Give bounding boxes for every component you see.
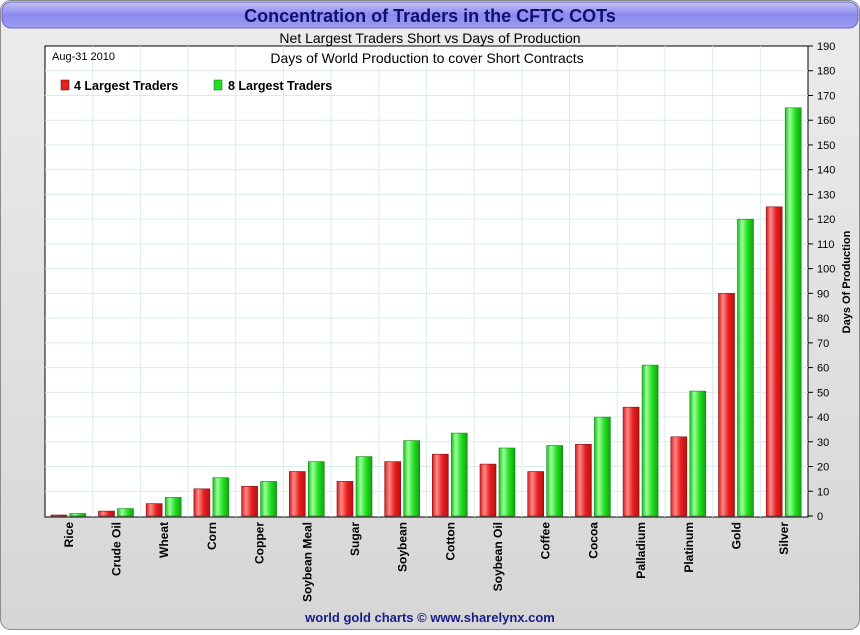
y-tick-label: 100 xyxy=(817,264,835,276)
legend-swatch-8-largest xyxy=(213,79,223,91)
x-tick-label: Gold xyxy=(729,522,743,549)
x-tick-label: Coffee xyxy=(539,522,553,560)
x-tick-label: Soybean Oil xyxy=(491,522,505,591)
bar-8-largest-cotton xyxy=(450,432,468,517)
y-axis-label: Days Of Production xyxy=(841,230,853,333)
bar-8-largest-silver xyxy=(784,107,802,517)
y-tick-label: 110 xyxy=(817,239,835,251)
y-tick-label: 120 xyxy=(817,214,835,226)
bar-8-largest-soybean-meal xyxy=(307,461,325,517)
bar-4-largest-sugar xyxy=(336,481,354,517)
bar-4-largest-rice xyxy=(50,514,68,517)
y-tick-label: 30 xyxy=(817,437,829,449)
footer-credit: world gold charts © www.sharelynx.com xyxy=(304,610,555,625)
bar-4-largest-crude-oil xyxy=(98,510,115,517)
bar-4-largest-silver xyxy=(765,206,783,517)
x-tick-label: Soybean xyxy=(396,522,410,572)
y-tick-label: 0 xyxy=(817,511,823,523)
x-tick-label: Cotton xyxy=(443,522,457,561)
bar-8-largest-soybean xyxy=(403,440,421,517)
bar-8-largest-copper xyxy=(260,481,277,517)
bar-4-largest-corn xyxy=(193,488,211,517)
y-tick-label: 50 xyxy=(817,387,829,399)
x-tick-label: Rice xyxy=(62,522,76,548)
y-tick-label: 140 xyxy=(817,165,835,177)
bars xyxy=(50,107,802,517)
y-tick-label: 150 xyxy=(817,140,835,152)
x-tick-label: Palladium xyxy=(634,522,648,579)
title-bar xyxy=(1,1,859,29)
bar-8-largest-crude-oil xyxy=(117,508,134,517)
x-tick-label: Crude Oil xyxy=(110,522,124,576)
bar-4-largest-cotton xyxy=(431,453,449,517)
x-tick-label: Platinum xyxy=(682,522,696,573)
date-label: Aug-31 2010 xyxy=(52,51,115,63)
y-tick-label: 70 xyxy=(817,338,829,350)
bar-8-largest-palladium xyxy=(641,364,659,517)
bar-4-largest-coffee xyxy=(527,471,545,517)
y-tick-label: 10 xyxy=(817,486,829,498)
bar-8-largest-soybean-oil xyxy=(498,447,516,517)
bar-4-largest-soybean-oil xyxy=(479,463,497,517)
bar-8-largest-coffee xyxy=(546,445,564,517)
bar-8-largest-sugar xyxy=(355,456,373,517)
bar-4-largest-platinum xyxy=(670,436,688,517)
bar-8-largest-platinum xyxy=(689,390,707,517)
bar-4-largest-soybean-meal xyxy=(288,471,306,517)
y-axis-ticks: 0 10 20 30 40 50 60 70 80 90 100 110 120 130 140 150 160… xyxy=(808,41,835,523)
bar-8-largest-cocoa xyxy=(594,416,611,517)
bar-4-largest-soybean xyxy=(384,461,402,517)
bar-4-largest-cocoa xyxy=(575,443,592,517)
legend: 4 Largest Traders 8 Largest Traders xyxy=(60,79,332,93)
x-tick-label: Cocoa xyxy=(586,522,600,559)
x-tick-label: Soybean Meal xyxy=(300,522,314,602)
y-tick-label: 180 xyxy=(817,66,835,78)
y-tick-label: 40 xyxy=(817,412,829,424)
chart-main-title: Concentration of Traders in the CFTC COT… xyxy=(244,6,616,26)
y-tick-label: 20 xyxy=(817,462,829,474)
x-tick-label: Copper xyxy=(253,522,267,564)
bar-8-largest-rice xyxy=(69,513,87,517)
bar-8-largest-gold xyxy=(737,218,754,517)
y-tick-label: 60 xyxy=(817,363,829,375)
bar-8-largest-corn xyxy=(212,477,230,517)
bar-4-largest-wheat xyxy=(145,503,163,517)
y-tick-label: 90 xyxy=(817,288,829,300)
x-tick-label: Corn xyxy=(205,522,219,550)
x-tick-label: Silver xyxy=(777,522,791,555)
legend-label-8-largest: 8 Largest Traders xyxy=(228,79,332,93)
x-tick-label: Sugar xyxy=(348,522,362,556)
bar-8-largest-wheat xyxy=(164,497,182,517)
y-tick-label: 80 xyxy=(817,313,829,325)
bar-4-largest-gold xyxy=(718,293,735,517)
y-tick-label: 160 xyxy=(817,115,835,127)
y-tick-label: 130 xyxy=(817,189,835,201)
chart-title: Net Largest Traders Short vs Days of Pro… xyxy=(279,30,580,46)
x-axis-labels: Rice Crude Oil Wheat Corn Copper Soybean Meal… xyxy=(62,522,791,602)
bar-4-largest-palladium xyxy=(622,406,640,517)
legend-swatch-4-largest xyxy=(60,79,70,91)
bar-4-largest-copper xyxy=(241,485,258,517)
y-tick-label: 190 xyxy=(817,41,835,53)
y-tick-label: 170 xyxy=(817,90,835,102)
legend-label-4-largest: 4 Largest Traders xyxy=(74,79,178,93)
x-tick-label: Wheat xyxy=(157,522,171,558)
chart-subtitle: Days of World Production to cover Short … xyxy=(270,50,583,66)
